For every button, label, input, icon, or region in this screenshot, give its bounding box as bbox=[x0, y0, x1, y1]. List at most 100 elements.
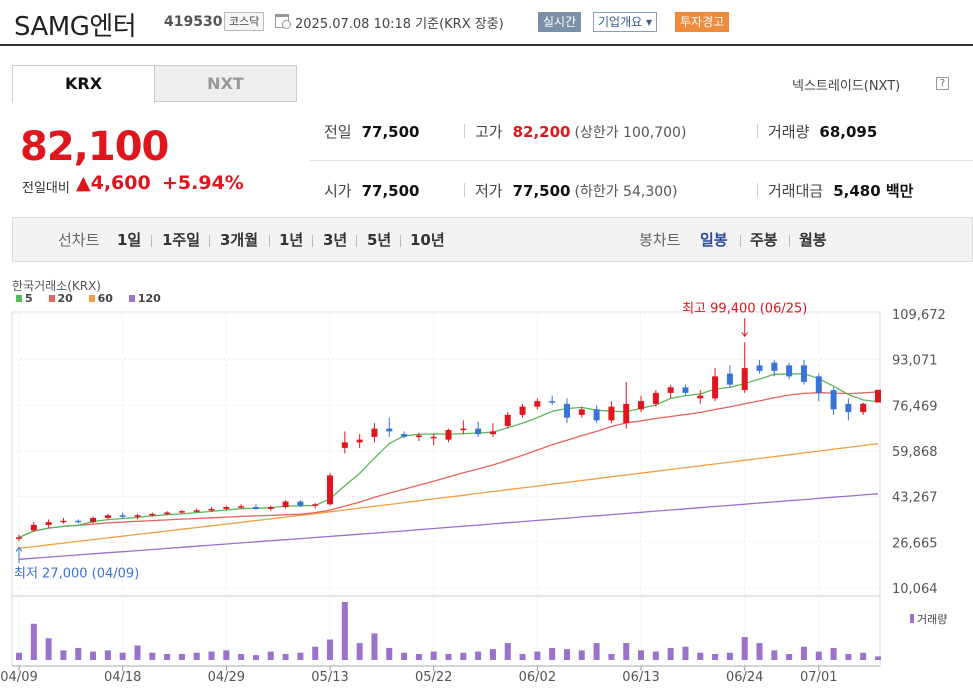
candle-body bbox=[623, 403, 630, 424]
low-annotation: 최저 27,000 (04/09) bbox=[14, 566, 139, 581]
x-tick-label: 05/13 bbox=[311, 670, 348, 685]
candle-body bbox=[415, 435, 422, 438]
tab-krx[interactable]: KRX bbox=[12, 65, 155, 103]
tab-nxt[interactable]: NXT bbox=[154, 65, 297, 102]
candle-body bbox=[756, 365, 763, 371]
stock-code: 419530 bbox=[164, 14, 223, 30]
volume-bar bbox=[75, 647, 82, 660]
legend-ma120: 120 bbox=[128, 292, 161, 305]
divider bbox=[356, 235, 357, 247]
candle-body bbox=[726, 373, 733, 385]
investment-warning-badge[interactable]: 투자경고 bbox=[675, 12, 730, 32]
x-tick-label: 04/18 bbox=[104, 670, 141, 685]
divider bbox=[269, 235, 270, 247]
volume-bar bbox=[415, 653, 422, 660]
volume-bar bbox=[401, 652, 408, 660]
candle-body bbox=[104, 515, 111, 519]
period-5y[interactable]: 5년 bbox=[367, 231, 392, 249]
volume-bar bbox=[223, 650, 230, 660]
candle-daily[interactable]: 일봉 bbox=[700, 231, 728, 249]
volume-bar bbox=[475, 651, 482, 660]
period-1d[interactable]: 1일 bbox=[117, 231, 142, 249]
candle-body bbox=[519, 406, 526, 415]
volume-bar bbox=[726, 652, 733, 660]
divider bbox=[312, 235, 313, 247]
realtime-button[interactable]: 실시간 bbox=[538, 12, 582, 32]
period-3m[interactable]: 3개월 bbox=[220, 231, 259, 249]
volume-bar bbox=[712, 653, 719, 660]
period-1w[interactable]: 1주일 bbox=[162, 231, 201, 249]
volume-bar bbox=[445, 653, 452, 660]
volume-bar bbox=[178, 653, 185, 660]
candle-body bbox=[815, 376, 822, 393]
stats-divider bbox=[310, 160, 973, 161]
period-10y[interactable]: 10년 bbox=[410, 231, 445, 249]
volume-bar bbox=[504, 643, 511, 660]
x-tick-label: 06/13 bbox=[622, 670, 659, 685]
candle-body bbox=[327, 475, 334, 505]
company-profile-dropdown[interactable]: 기업개요 ▾ bbox=[593, 12, 657, 32]
volume-bar bbox=[356, 643, 363, 660]
x-tick-label: 06/24 bbox=[726, 670, 763, 685]
ma60-line bbox=[18, 443, 879, 549]
divider bbox=[400, 235, 401, 247]
volume-bar bbox=[741, 637, 748, 660]
volume-bar bbox=[297, 652, 304, 660]
candle-weekly[interactable]: 주봉 bbox=[750, 231, 778, 249]
candle-chart-label: 봉차트 bbox=[639, 231, 681, 249]
volume-bar bbox=[119, 652, 126, 660]
candle-body bbox=[712, 376, 719, 399]
volume-bar bbox=[652, 651, 659, 660]
volume-bar bbox=[860, 652, 867, 660]
legend-ma60: 60 bbox=[88, 292, 113, 305]
volume-bar bbox=[90, 651, 97, 660]
volume-bar bbox=[519, 653, 526, 660]
volume-legend: 거래량 bbox=[910, 611, 947, 627]
nextrade-link[interactable]: 넥스트레이드(NXT) bbox=[792, 79, 901, 94]
candle-body bbox=[238, 506, 245, 508]
stat-amount: 거래대금 5,480 백만 bbox=[768, 180, 913, 201]
y-tick-label: 76,469 bbox=[892, 399, 938, 414]
period-1y[interactable]: 1년 bbox=[279, 231, 304, 249]
volume-bar bbox=[164, 653, 171, 660]
volume-bar bbox=[786, 653, 793, 660]
legend-ma20: 20 bbox=[48, 292, 73, 305]
volume-bar bbox=[697, 652, 704, 660]
candle-body bbox=[164, 512, 171, 515]
period-3y[interactable]: 3년 bbox=[323, 231, 348, 249]
divider bbox=[789, 235, 790, 247]
low-arrow-icon bbox=[15, 546, 23, 564]
candle-body bbox=[800, 365, 807, 382]
change-label: 전일대비 bbox=[22, 181, 70, 196]
candle-body bbox=[178, 511, 185, 513]
chart-title: 한국거래소(KRX) bbox=[12, 279, 101, 293]
candle-body bbox=[312, 504, 319, 506]
volume-bar bbox=[104, 650, 111, 660]
divider bbox=[757, 124, 758, 138]
x-tick-label: 04/09 bbox=[0, 670, 37, 685]
price-chart[interactable]: 109,672 93,071 76,469 59,868 43,267 26,665 10,… bbox=[0, 300, 973, 698]
volume-bar bbox=[282, 653, 289, 660]
candle-body bbox=[489, 431, 496, 435]
stat-value: 82,200 bbox=[512, 123, 571, 141]
candle-monthly[interactable]: 월봉 bbox=[799, 231, 827, 249]
y-tick-label: 93,071 bbox=[892, 354, 938, 369]
volume-bar bbox=[845, 653, 852, 660]
y-tick-label: 43,267 bbox=[892, 491, 938, 506]
line-chart-label: 선차트 bbox=[58, 231, 100, 249]
candle-body bbox=[771, 362, 778, 371]
y-tick-label: 109,672 bbox=[892, 308, 946, 323]
stat-label: 저가 bbox=[475, 182, 503, 200]
x-tick-label: 06/02 bbox=[519, 670, 556, 685]
lower-limit: (하한가 54,300) bbox=[574, 184, 678, 200]
volume-bar bbox=[489, 649, 496, 660]
x-tick-label: 04/29 bbox=[208, 670, 245, 685]
help-icon[interactable]: ? bbox=[936, 77, 949, 90]
candle-body bbox=[638, 401, 645, 410]
candle-body bbox=[608, 406, 615, 421]
candle-body bbox=[297, 501, 304, 506]
market-badge: 코스닥 bbox=[224, 12, 265, 31]
volume-bar bbox=[16, 652, 22, 660]
candle-body bbox=[90, 518, 97, 523]
volume-bar bbox=[267, 651, 274, 660]
